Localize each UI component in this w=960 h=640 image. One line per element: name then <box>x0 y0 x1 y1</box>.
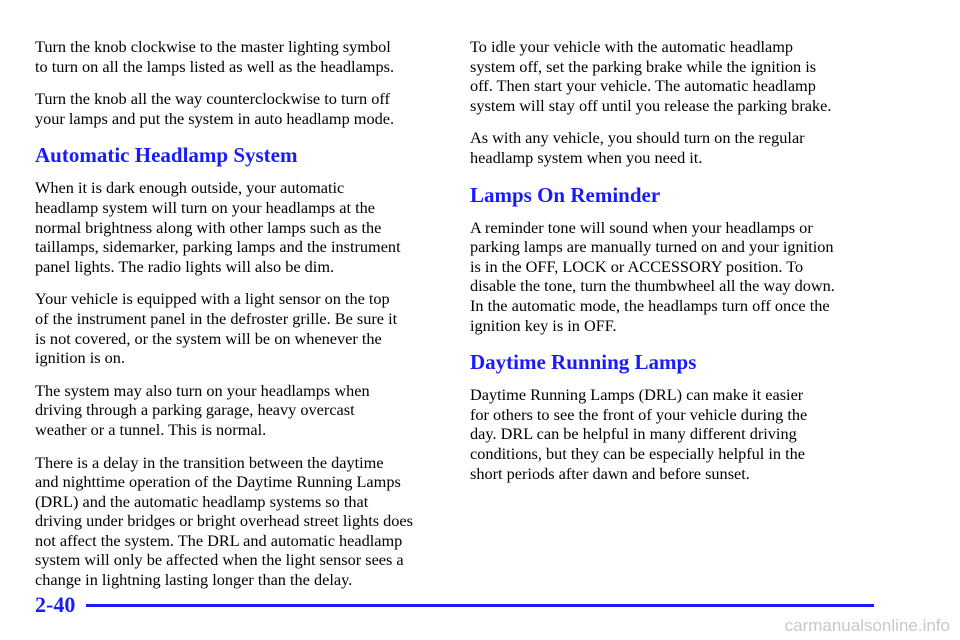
text-line: To idle your vehicle with the automatic … <box>470 37 794 56</box>
text-line: weather or a tunnel. This is normal. <box>35 419 267 439</box>
text-line: Turn the knob all the way counterclockwi… <box>35 89 390 109</box>
text-line: The system may also turn on your headlam… <box>35 380 370 400</box>
text-line: is in the OFF, LOCK or ACCESSORY positio… <box>470 256 804 276</box>
text-line: headlamp system when you need it. <box>470 147 703 167</box>
text-line: system will stay off until you release t… <box>470 95 832 115</box>
paragraph: Your vehicle is equipped with a light se… <box>35 289 455 367</box>
text-line: your lamps and put the system in auto he… <box>35 108 395 128</box>
footer-rule <box>86 604 874 607</box>
text-line: system off, set the parking brake while … <box>470 56 817 76</box>
text-line: When it is dark enough outside, your aut… <box>35 178 345 198</box>
text-line: change in lightning lasting longer than … <box>35 570 353 590</box>
text-line: disable the tone, turn the thumbwheel al… <box>470 276 835 296</box>
text-line: for others to see the front of your vehi… <box>470 404 808 424</box>
text-line: off. Then start your vehicle. The automa… <box>470 76 816 96</box>
paragraph: Daytime Running Lamps (DRL) can make it … <box>470 385 890 483</box>
text-line: parking lamps are manually turned on and… <box>470 237 834 257</box>
text-line: Your vehicle is equipped with a light se… <box>35 289 390 309</box>
left-column: Turn the knob clockwise to the master li… <box>35 37 455 603</box>
text-line: Lamps On Reminder <box>470 182 661 207</box>
text-line: to turn on all the lamps listed as well … <box>35 56 395 76</box>
section-heading: Lamps On Reminder <box>470 182 890 208</box>
paragraph: Turn the knob all the way counterclockwi… <box>35 89 455 128</box>
text-line: (DRL) and the automatic headlamp systems… <box>35 491 369 511</box>
text-line: not affect the system. The DRL and autom… <box>35 530 403 550</box>
text-line: system will only be affected when the li… <box>35 550 404 570</box>
text-line: headlamp system will turn on your headla… <box>35 197 376 217</box>
text-line: In the automatic mode, the headlamps tur… <box>470 295 830 315</box>
section-heading: Daytime Running Lamps <box>470 349 890 375</box>
text-line: conditions, but they can be especially h… <box>470 443 806 463</box>
paragraph: Turn the knob clockwise to the master li… <box>35 37 455 76</box>
right-column: To idle your vehicle with the automatic … <box>470 37 890 496</box>
paragraph: There is a delay in the transition betwe… <box>35 453 455 590</box>
section-heading: Automatic Headlamp System <box>35 142 455 168</box>
text-line: ignition key is in OFF. <box>470 315 617 335</box>
paragraph: When it is dark enough outside, your aut… <box>35 178 455 276</box>
paragraph: As with any vehicle, you should turn on … <box>470 128 890 167</box>
text-line: There is a delay in the transition betwe… <box>35 452 384 472</box>
text-line: of the instrument panel in the defroster… <box>35 308 398 328</box>
text-line: Turn the knob clockwise to the master li… <box>35 37 391 56</box>
text-line: Daytime Running Lamps <box>470 350 697 375</box>
watermark: carmanualsonline.info <box>784 616 950 635</box>
text-line: A reminder tone will sound when your hea… <box>470 217 813 237</box>
text-line: panel lights. The radio lights will also… <box>35 256 335 276</box>
paragraph: To idle your vehicle with the automatic … <box>470 37 890 115</box>
text-line: driving through a parking garage, heavy … <box>35 400 355 420</box>
paragraph: The system may also turn on your headlam… <box>35 381 455 440</box>
text-line: Automatic Headlamp System <box>35 143 298 168</box>
text-line: As with any vehicle, you should turn on … <box>470 128 805 148</box>
text-line: taillamps, sidemarker, parking lamps and… <box>35 237 401 257</box>
text-line: Daytime Running Lamps (DRL) can make it … <box>470 385 804 405</box>
text-line: normal brightness along with other lamps… <box>35 217 382 237</box>
page-number: 2-40 <box>35 592 76 617</box>
text-line: is not covered, or the system will be on… <box>35 328 382 348</box>
text-line: short periods after dawn and before suns… <box>470 463 750 483</box>
text-line: ignition is on. <box>35 348 126 368</box>
text-line: day. DRL can be helpful in many differen… <box>470 424 797 444</box>
paragraph: A reminder tone will sound when your hea… <box>470 218 890 336</box>
text-line: and nighttime operation of the Daytime R… <box>35 472 401 492</box>
text-line: driving under bridges or bright overhead… <box>35 511 413 531</box>
